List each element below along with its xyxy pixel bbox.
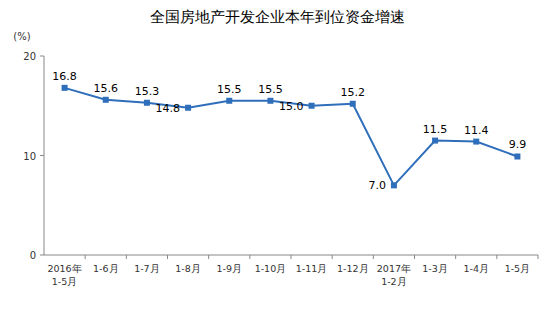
x-tick-label: 2016年1-5月 xyxy=(47,263,81,287)
x-tick xyxy=(496,255,497,259)
x-tick xyxy=(208,255,209,259)
data-label: 16.8 xyxy=(52,70,77,83)
y-tick xyxy=(40,255,44,256)
chart-container: 全国房地产开发企业本年到位资金增速 (%) 0 10 20 2016年1-5月 1-6月 1-… xyxy=(0,0,554,329)
x-tick-label: 1-7月 xyxy=(134,263,160,274)
data-label: 7.0 xyxy=(368,179,386,192)
marker xyxy=(103,97,109,103)
x-tick xyxy=(373,255,374,259)
marker xyxy=(391,182,397,188)
marker xyxy=(267,98,273,104)
x-tick xyxy=(538,255,539,259)
line xyxy=(65,88,518,186)
x-tick xyxy=(291,255,292,259)
marker xyxy=(514,153,520,159)
data-label: 15.3 xyxy=(135,85,160,98)
marker xyxy=(309,103,315,109)
x-tick-label: 1-10月 xyxy=(255,263,287,274)
x-tick-label: 1-5月 xyxy=(505,263,531,274)
data-label: 9.9 xyxy=(509,138,527,151)
x-tick xyxy=(249,255,250,259)
marker xyxy=(226,98,232,104)
x-tick-label: 1-6月 xyxy=(93,263,119,274)
data-label: 14.8 xyxy=(156,102,181,115)
x-tick xyxy=(455,255,456,259)
data-label: 15.0 xyxy=(279,100,304,113)
x-tick-label: 1-8月 xyxy=(175,263,201,274)
data-label: 15.2 xyxy=(341,86,366,99)
marker xyxy=(185,105,191,111)
x-tick-label: 1-9月 xyxy=(216,263,242,274)
marker xyxy=(62,85,68,91)
marker xyxy=(473,139,479,145)
y-tick-label: 20 xyxy=(23,51,36,62)
y-tick-label: 0 xyxy=(30,250,36,261)
y-tick xyxy=(40,155,44,156)
x-tick-label: 1-4月 xyxy=(463,263,489,274)
data-label: 15.6 xyxy=(94,82,119,95)
plot-area xyxy=(62,85,521,189)
marker xyxy=(350,101,356,107)
x-tick xyxy=(85,255,86,259)
x-tick-label: 2017年1-2月 xyxy=(377,263,411,287)
x-tick xyxy=(332,255,333,259)
marker xyxy=(432,138,438,144)
marker xyxy=(144,100,150,106)
y-tick xyxy=(40,56,44,57)
y-tick-label: 10 xyxy=(23,151,36,162)
data-label: 11.5 xyxy=(423,123,448,136)
x-tick-label: 1-12月 xyxy=(337,263,369,274)
title: 全国房地产开发企业本年到位资金增速 xyxy=(150,8,405,26)
x-tick xyxy=(414,255,415,259)
x-tick-label: 1-11月 xyxy=(296,263,328,274)
y-axis-label: (%) xyxy=(13,31,30,42)
data-label: 11.4 xyxy=(464,124,489,137)
chart: 全国房地产开发企业本年到位资金增速 (%) 0 10 20 2016年1-5月 1-6月 1-… xyxy=(0,0,554,329)
x-tick-label: 1-3月 xyxy=(422,263,448,274)
x-tick xyxy=(126,255,127,259)
data-label: 15.5 xyxy=(258,83,283,96)
data-label: 15.5 xyxy=(217,83,242,96)
x-tick xyxy=(167,255,168,259)
